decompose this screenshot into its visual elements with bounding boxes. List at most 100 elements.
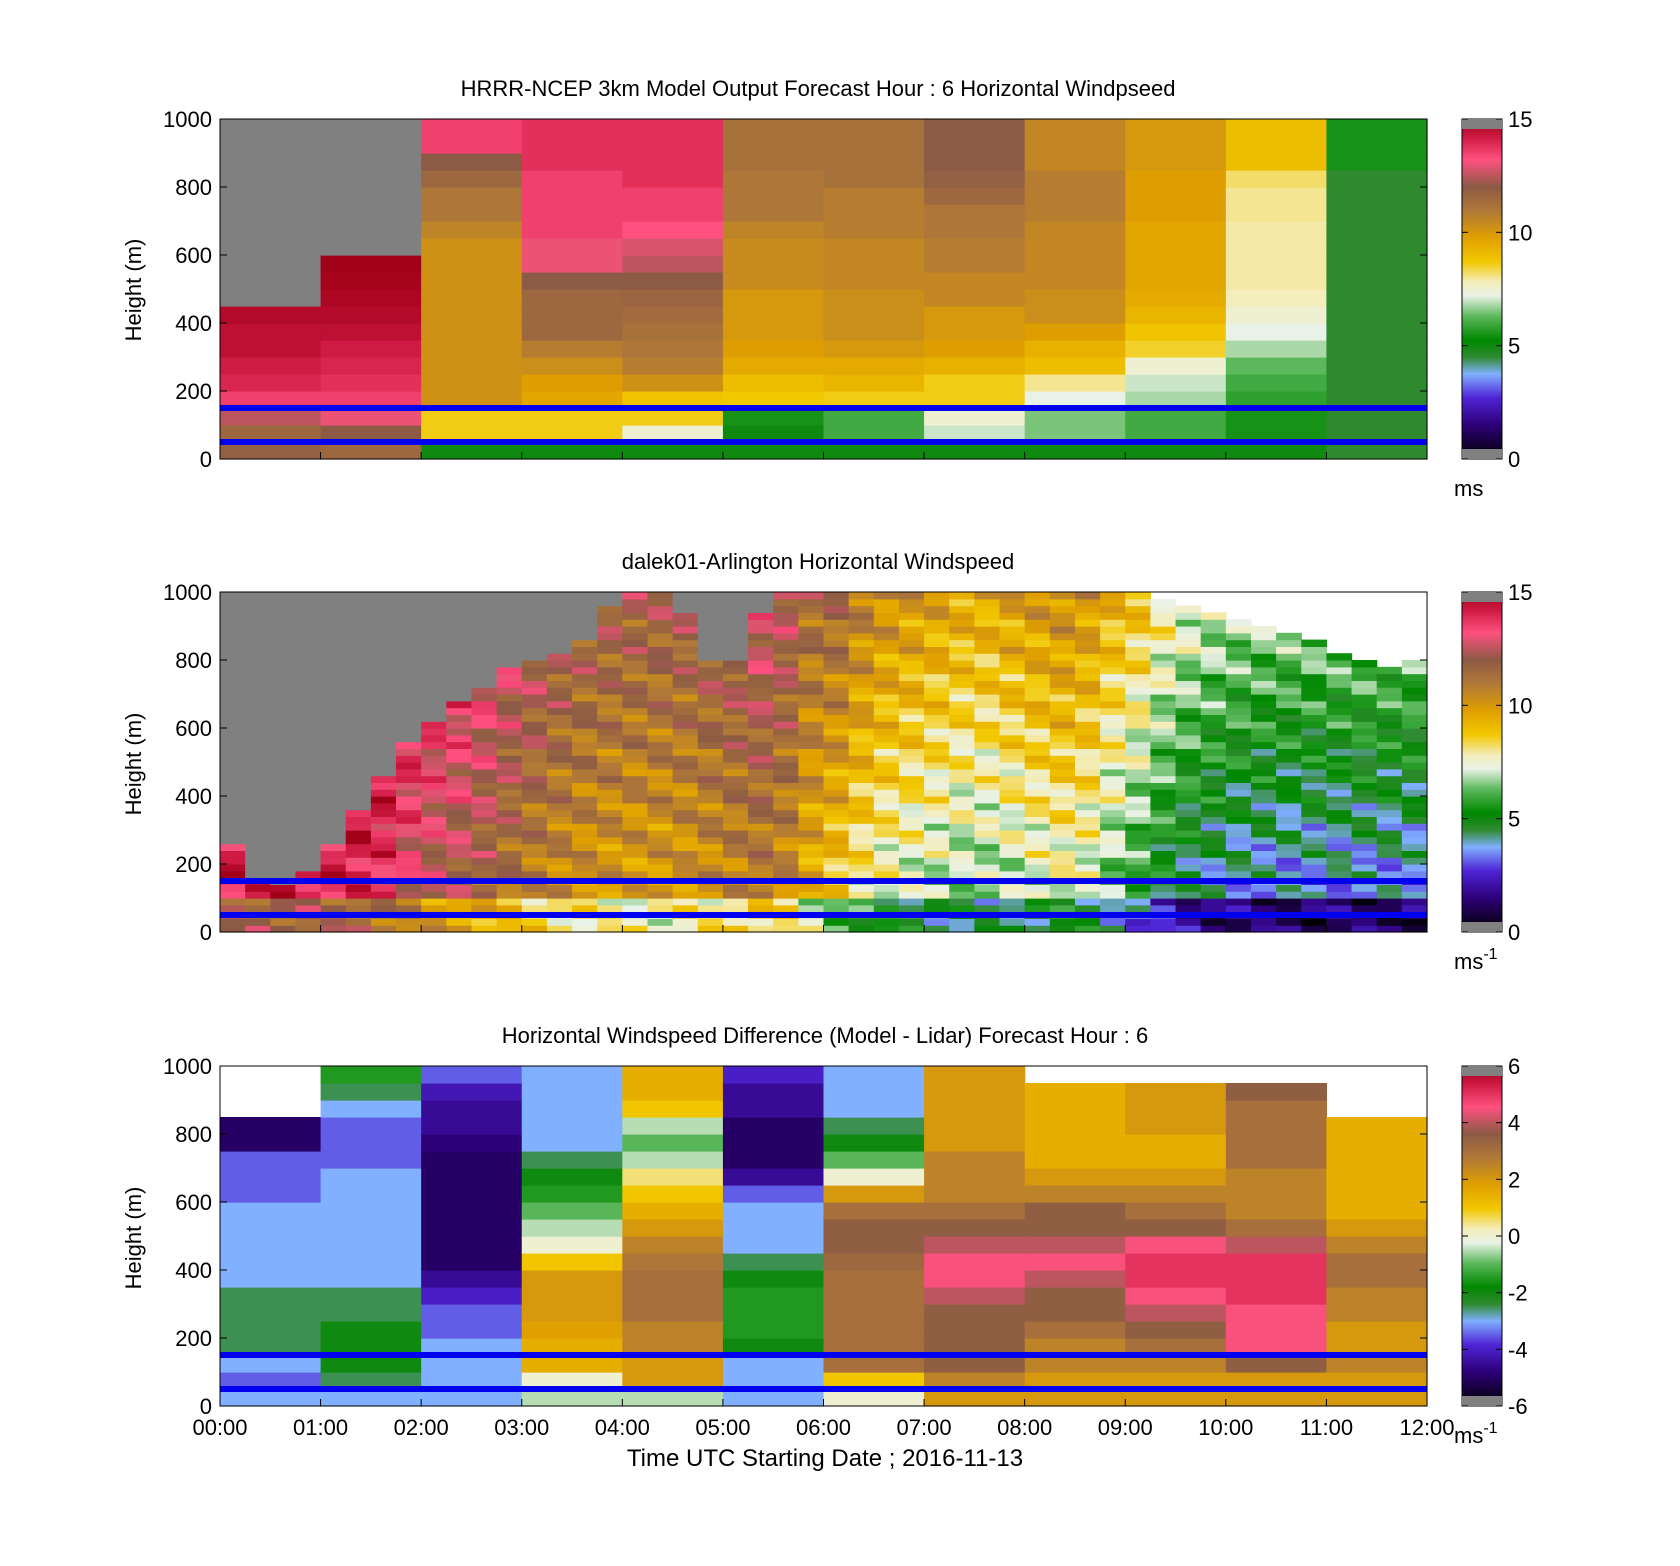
heatmap-cell xyxy=(220,1168,322,1186)
heatmap-cell xyxy=(1326,864,1353,872)
heatmap-cell xyxy=(1326,796,1353,804)
heatmap-cell xyxy=(1049,700,1076,709)
heatmap-cell xyxy=(999,612,1026,620)
heatmap-cell xyxy=(848,714,875,722)
heatmap-cell xyxy=(270,816,297,824)
heatmap-cell xyxy=(1024,170,1126,188)
heatmap-cell xyxy=(421,1355,523,1373)
heatmap-cell xyxy=(748,843,774,851)
heatmap-cell xyxy=(1301,843,1328,851)
heatmap-cell xyxy=(748,639,774,647)
heatmap-cell xyxy=(672,653,699,661)
heatmap-cell xyxy=(345,870,372,879)
heatmap-cell xyxy=(1024,666,1051,675)
heatmap-cell xyxy=(320,340,422,358)
heatmap-cell xyxy=(245,884,271,892)
y-axis-label: Height (m) xyxy=(121,239,146,342)
heatmap-cell xyxy=(295,823,322,831)
heatmap-cell xyxy=(597,850,623,858)
heatmap-cell xyxy=(697,857,724,865)
heatmap-cell xyxy=(471,768,498,777)
heatmap-cell xyxy=(370,741,397,749)
heatmap-cell xyxy=(722,660,749,668)
heatmap-cell xyxy=(1200,694,1227,702)
heatmap-cell xyxy=(295,741,322,749)
heatmap-cell xyxy=(421,816,447,824)
heatmap-cell xyxy=(1125,904,1151,913)
heatmap-cell xyxy=(898,605,925,613)
heatmap-cell xyxy=(873,843,900,851)
heatmap-cell xyxy=(421,598,447,607)
heatmap-cell xyxy=(1074,768,1101,777)
heatmap-cell xyxy=(1125,1338,1227,1356)
heatmap-cell xyxy=(1225,255,1328,273)
heatmap-cell xyxy=(748,653,774,661)
heatmap-cell xyxy=(1301,768,1328,777)
heatmap-cell xyxy=(220,136,322,154)
heatmap-cell xyxy=(597,816,623,824)
heatmap-cell xyxy=(1125,1287,1227,1305)
heatmap-cell xyxy=(1024,762,1051,770)
heatmap-cell xyxy=(521,891,548,899)
heatmap-cell xyxy=(270,646,297,654)
heatmap-cell xyxy=(1250,714,1277,722)
heatmap-cell xyxy=(999,687,1026,695)
heatmap-cell xyxy=(1125,1389,1227,1407)
heatmap-cell xyxy=(1326,323,1428,341)
heatmap-cell xyxy=(1276,898,1302,906)
heatmap-cell xyxy=(572,836,598,845)
heatmap-cell xyxy=(924,782,950,790)
heatmap-cell xyxy=(220,857,246,865)
heatmap-cell xyxy=(873,605,900,613)
heatmap-cell xyxy=(396,734,422,743)
heatmap-cell xyxy=(647,741,674,749)
heatmap-cell xyxy=(320,904,347,913)
heatmap-cell xyxy=(521,823,548,831)
heatmap-cell xyxy=(320,136,422,154)
heatmap-cell xyxy=(1351,925,1378,933)
heatmap-cell xyxy=(1326,728,1353,736)
heatmap-cell xyxy=(1024,1219,1126,1237)
heatmap-cell xyxy=(320,255,422,273)
heatmap-cell xyxy=(295,714,322,722)
heatmap-cell xyxy=(320,306,422,324)
heatmap-cell xyxy=(748,809,774,817)
heatmap-cell xyxy=(823,755,850,763)
heatmap-cell xyxy=(1100,660,1126,668)
heatmap-cell xyxy=(748,816,774,824)
heatmap-cell xyxy=(1225,836,1252,845)
heatmap-cell xyxy=(748,619,774,627)
heatmap-cell xyxy=(1276,782,1302,790)
heatmap-cell xyxy=(999,619,1026,627)
heatmap-cell xyxy=(949,721,975,729)
heatmap-cell xyxy=(1125,442,1227,460)
heatmap-cell xyxy=(798,660,825,668)
heatmap-cell xyxy=(345,707,372,715)
heatmap-cell xyxy=(320,170,422,188)
heatmap-cell xyxy=(1401,782,1428,790)
heatmap-cell xyxy=(924,918,950,926)
heatmap-cell xyxy=(974,884,1001,892)
heatmap-cell xyxy=(220,605,246,613)
heatmap-cell xyxy=(999,857,1026,865)
heatmap-cell xyxy=(1276,857,1302,865)
heatmap-cell xyxy=(873,857,900,865)
heatmap-cell xyxy=(1024,1270,1126,1288)
heatmap-cell xyxy=(1250,918,1277,926)
heatmap-cell xyxy=(924,1168,1026,1186)
heatmap-cell xyxy=(898,891,925,899)
heatmap-cell xyxy=(521,741,548,749)
heatmap-cell xyxy=(722,272,825,290)
heatmap-cell xyxy=(1276,728,1302,736)
y-tick-label: 200 xyxy=(175,379,212,404)
heatmap-cell xyxy=(1024,391,1126,409)
heatmap-cell xyxy=(898,782,925,790)
heatmap-cell xyxy=(1276,789,1302,797)
heatmap-cell xyxy=(1074,843,1101,851)
heatmap-cell xyxy=(270,728,297,736)
heatmap-cell xyxy=(1024,272,1126,290)
heatmap-cell xyxy=(370,680,397,688)
heatmap-cell xyxy=(1125,755,1151,763)
